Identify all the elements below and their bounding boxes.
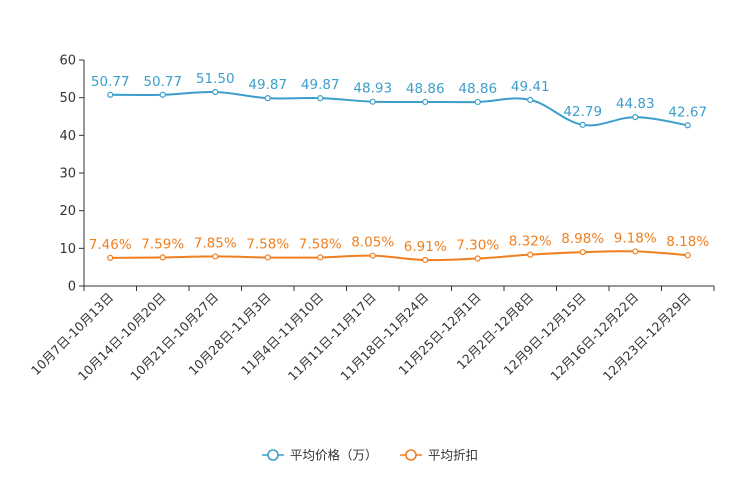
x-tick-label: 10月21日-10月27日 <box>127 290 221 384</box>
data-label: 51.50 <box>196 71 235 87</box>
y-tick-label: 50 <box>59 91 76 106</box>
data-point[interactable] <box>369 98 376 105</box>
y-tick-label: 10 <box>59 242 76 257</box>
y-tick-label: 60 <box>59 54 76 69</box>
data-point[interactable] <box>369 252 376 259</box>
data-label: 9.18% <box>614 230 657 246</box>
data-point[interactable] <box>107 91 114 98</box>
x-tick-label: 12月23日-12月29日 <box>600 290 694 384</box>
data-label: 7.85% <box>194 235 237 251</box>
data-label: 6.91% <box>404 239 447 255</box>
data-label: 49.87 <box>301 77 340 93</box>
data-point[interactable] <box>474 255 481 262</box>
data-label: 7.58% <box>299 236 342 252</box>
data-point[interactable] <box>317 95 324 102</box>
data-point[interactable] <box>422 98 429 106</box>
data-label: 8.05% <box>351 235 394 251</box>
series-line-1 <box>110 250 688 262</box>
x-tick-label: 12月16日-12月22日 <box>547 290 641 384</box>
data-label: 8.18% <box>666 234 709 250</box>
legend-circle-icon <box>405 449 417 461</box>
data-label: 7.59% <box>141 236 184 252</box>
data-label: 42.79 <box>563 104 602 120</box>
x-tick-label: 11月18日-11月24日 <box>337 290 431 384</box>
data-labels: 50.77 50.77 51.50 49.87 49.87 48.93 48.86 48.86… <box>89 71 710 255</box>
data-label: 48.93 <box>353 81 392 97</box>
data-point[interactable] <box>264 95 271 102</box>
data-point[interactable] <box>579 249 586 256</box>
data-label: 7.58% <box>246 236 289 252</box>
x-tick-label: 11月11日-11月17日 <box>285 290 379 384</box>
data-point[interactable] <box>474 98 481 106</box>
data-point[interactable] <box>159 91 166 98</box>
data-label: 50.77 <box>143 74 182 90</box>
series-line-0 <box>110 90 688 127</box>
legend-label: 平均价格（万） <box>290 448 378 463</box>
data-point[interactable] <box>317 254 324 261</box>
legend-label: 平均折扣 <box>428 448 478 463</box>
data-point[interactable] <box>264 254 271 261</box>
data-point[interactable] <box>632 114 639 121</box>
data-point[interactable] <box>527 96 534 103</box>
data-point[interactable] <box>422 256 429 264</box>
data-label: 7.46% <box>89 237 132 253</box>
legend[interactable]: 平均价格（万） 平均折扣 <box>262 448 478 463</box>
data-label: 42.67 <box>668 104 707 120</box>
data-point[interactable] <box>159 254 166 261</box>
data-point[interactable] <box>527 251 534 258</box>
data-point[interactable] <box>579 121 586 128</box>
data-label: 49.87 <box>248 77 287 93</box>
data-point[interactable] <box>632 248 639 255</box>
data-label: 48.86 <box>458 81 497 97</box>
data-point[interactable] <box>684 252 691 259</box>
data-label: 48.86 <box>406 81 445 97</box>
data-label: 7.30% <box>456 238 499 254</box>
legend-item-0[interactable]: 平均价格（万） <box>262 448 378 463</box>
series-lines <box>107 88 691 264</box>
y-tick-label: 20 <box>59 204 76 219</box>
data-label: 8.32% <box>509 234 552 250</box>
data-label: 44.83 <box>616 96 655 112</box>
y-tick-label: 30 <box>59 167 76 182</box>
y-tick-label: 0 <box>68 280 76 295</box>
data-label: 49.41 <box>511 79 550 95</box>
data-point[interactable] <box>212 253 219 260</box>
data-point[interactable] <box>107 254 114 262</box>
data-label: 8.98% <box>561 231 604 247</box>
y-tick-label: 40 <box>59 129 76 144</box>
data-point[interactable] <box>212 88 219 96</box>
data-point[interactable] <box>684 122 691 129</box>
x-tick-label: 10月14日-10月20日 <box>75 290 169 384</box>
data-label: 50.77 <box>91 74 130 90</box>
legend-circle-icon <box>267 449 279 461</box>
legend-item-1[interactable]: 平均折扣 <box>400 448 478 463</box>
